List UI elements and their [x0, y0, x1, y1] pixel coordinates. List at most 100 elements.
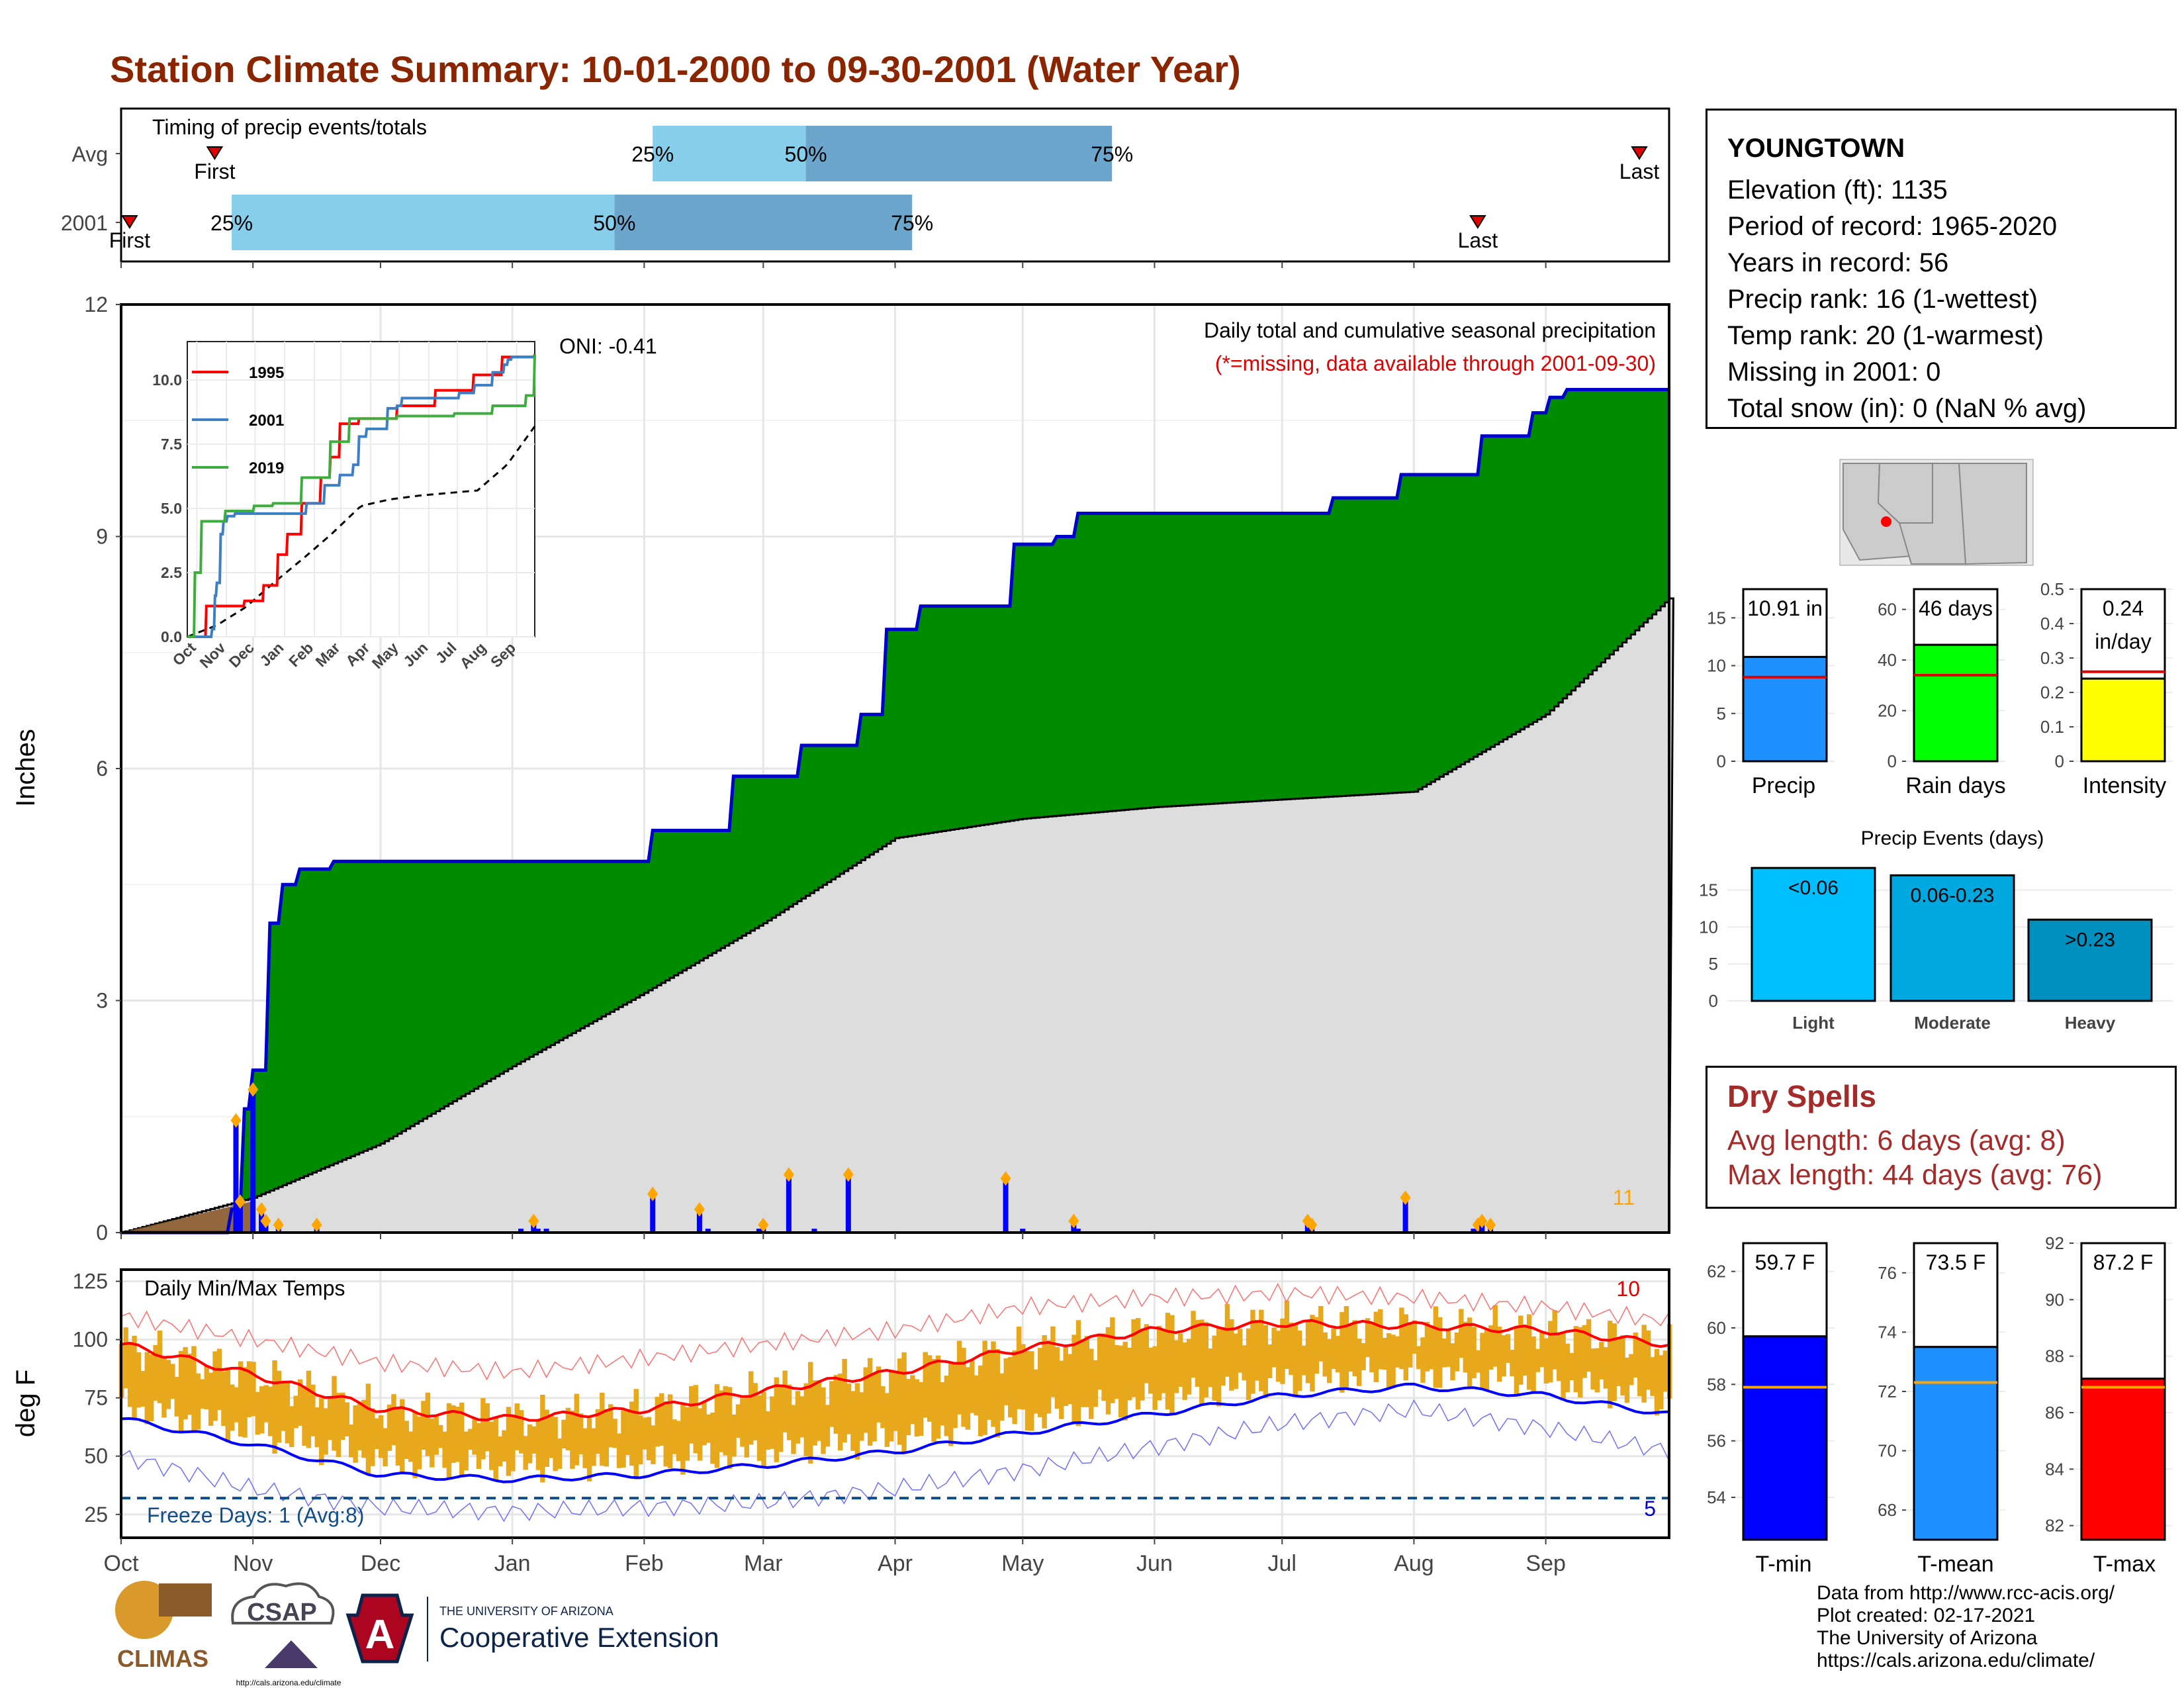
daily-temp-bar	[1059, 1360, 1064, 1419]
page-title: Station Climate Summary: 10-01-2000 to 0…	[110, 48, 1241, 90]
daily-temp-bar	[1208, 1348, 1213, 1387]
daily-temp-bar	[633, 1389, 639, 1479]
inset-normal-line	[187, 426, 536, 638]
daily-temp-bar	[765, 1411, 771, 1450]
events-bar-label-Heavy: >0.23	[2065, 929, 2115, 951]
daily-temp-bar	[1110, 1317, 1115, 1403]
daily-temp-bar	[165, 1360, 171, 1409]
daily-temp-bar	[1394, 1336, 1400, 1368]
daily-temp-bar	[1548, 1321, 1553, 1383]
daily-temp-bar	[774, 1377, 780, 1462]
daily-temp-bar	[731, 1414, 737, 1457]
daily-temp-bar	[1135, 1318, 1141, 1410]
mini-name-T-min: T-min	[1756, 1552, 1812, 1577]
daily-temp-bar	[387, 1404, 392, 1451]
daily-temp-bar	[625, 1410, 631, 1455]
timing-marker-first-2001	[121, 215, 138, 229]
daily-temp-bar	[1254, 1320, 1260, 1381]
daily-precip-bar	[237, 1201, 243, 1233]
daily-temp-bar	[344, 1402, 349, 1436]
daily-temp-bar	[1641, 1325, 1647, 1403]
daily-temp-bar	[714, 1384, 720, 1468]
daily-temp-bar	[187, 1353, 193, 1415]
precip-y-tick-label: 6	[96, 757, 108, 780]
daily-temp-bar	[306, 1370, 312, 1448]
mini-value-label-Rain days: 46 days	[1919, 596, 1993, 620]
daily-temp-bar	[361, 1399, 367, 1458]
daily-temp-bar	[982, 1340, 987, 1435]
credit-university: The University of Arizona	[1817, 1627, 2038, 1649]
daily-temp-bar	[756, 1395, 762, 1461]
daily-temp-bar	[502, 1430, 507, 1462]
daily-temp-bar	[293, 1395, 298, 1429]
daily-temp-bar	[1420, 1337, 1426, 1383]
daily-temp-bar	[383, 1428, 388, 1467]
mini-bar-T-max	[2080, 1378, 2166, 1541]
daily-temp-bar	[174, 1377, 179, 1417]
daily-temp-bar	[1496, 1327, 1502, 1382]
daily-precip-marker	[260, 1213, 271, 1229]
precip-y-tick-label: 0	[96, 1221, 108, 1244]
daily-temp-bar	[510, 1415, 516, 1472]
csap-cloud-icon	[231, 1582, 335, 1624]
daily-temp-bar	[684, 1407, 690, 1461]
daily-temp-bar	[616, 1433, 622, 1468]
daily-temp-bar	[1480, 1333, 1485, 1389]
daily-precip-marker	[311, 1217, 322, 1233]
daily-temp-bar	[297, 1379, 303, 1426]
events-chart-title: Precip Events (days)	[1861, 827, 2044, 849]
daily-temp-bar	[1216, 1327, 1222, 1407]
mini-y-tick-label-T-max: 88	[2045, 1346, 2064, 1366]
station-info-box: YOUNGTOWN Elevation (ft): 1135 Period of…	[1706, 109, 2177, 429]
mini-y-tick-label-T-max: 92	[2045, 1233, 2064, 1253]
timing-label-75-2001: 75%	[891, 211, 933, 235]
daily-temp-bar	[1242, 1345, 1247, 1381]
temps-chart-title: Daily Min/Max Temps	[144, 1276, 345, 1300]
tmax-mean-line	[120, 1319, 1670, 1422]
daily-precip-marker	[1306, 1217, 1318, 1233]
mini-value-label-T-max: 87.2 F	[2093, 1250, 2154, 1274]
location-map	[1839, 459, 2034, 566]
daily-temp-bar	[1637, 1338, 1643, 1397]
daily-temp-bar	[1650, 1357, 1655, 1396]
inset-y-tick-label: 5.0	[161, 500, 182, 517]
daily-temp-bar	[710, 1413, 715, 1464]
daily-temp-bar	[1021, 1344, 1026, 1410]
mini-value-label-T-mean: 73.5 F	[1926, 1250, 1986, 1274]
csap-logo-text: CSAP	[247, 1599, 317, 1626]
temps-y-tick-label: 100	[73, 1328, 108, 1352]
timing-marker-last-2001	[1469, 215, 1486, 229]
events-bar-Heavy	[2027, 918, 2153, 1002]
daily-temp-bar	[340, 1392, 345, 1440]
daily-temp-bar	[970, 1360, 975, 1413]
daily-temp-bar	[901, 1352, 907, 1454]
daily-temp-bar	[842, 1358, 847, 1443]
daily-temp-bar	[1042, 1335, 1047, 1429]
daily-temp-bar	[1492, 1305, 1498, 1367]
climas-logo-text: CLIMAS	[117, 1645, 208, 1672]
daily-temp-bar	[1543, 1338, 1549, 1383]
month-label-Dec: Dec	[361, 1551, 400, 1576]
credit-data-source: Data from http://www.rcc-acis.org/	[1817, 1582, 2115, 1604]
daily-temp-bar	[1191, 1311, 1196, 1378]
daily-temp-bar	[1373, 1311, 1379, 1383]
daily-temp-bar	[719, 1390, 724, 1452]
daily-temp-bar	[1582, 1325, 1587, 1378]
daily-temp-bar	[749, 1371, 754, 1445]
daily-temp-bar	[782, 1370, 788, 1432]
inset-y-tick-label: 7.5	[161, 436, 182, 453]
daily-precip-marker	[1000, 1171, 1011, 1186]
daily-temp-bar	[1552, 1310, 1557, 1370]
daily-temp-bar	[1029, 1351, 1034, 1431]
daily-temp-bar	[621, 1410, 626, 1468]
events-y-tick-label: 5	[1709, 954, 1718, 974]
daily-temp-bar	[281, 1382, 286, 1431]
climas-logo-shape	[159, 1583, 212, 1617]
daily-temp-bar	[1526, 1314, 1532, 1390]
daily-temp-bar	[191, 1346, 197, 1431]
daily-temp-bar	[540, 1394, 545, 1483]
daily-temp-bar	[1118, 1345, 1124, 1418]
daily-temp-bar	[1071, 1335, 1077, 1425]
daily-temp-bar	[1654, 1348, 1660, 1416]
events-bar-Moderate	[1889, 874, 2015, 1002]
